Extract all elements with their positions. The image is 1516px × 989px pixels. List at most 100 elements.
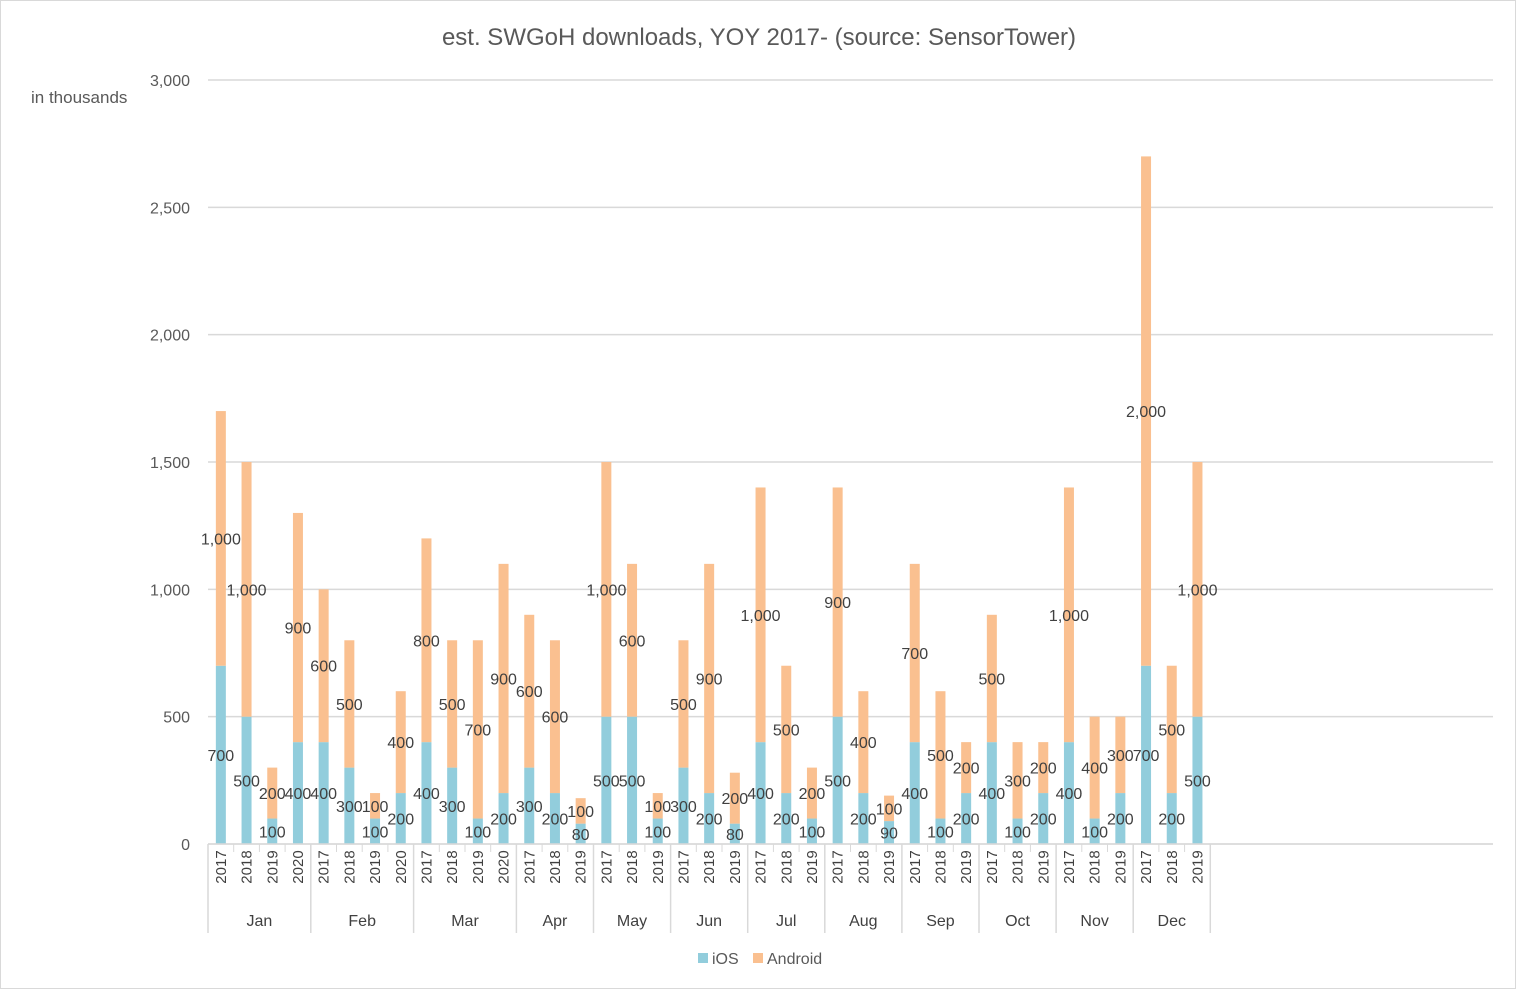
- data-label-android: 900: [490, 671, 517, 688]
- x-tick-year-label: 2018: [1164, 850, 1181, 883]
- x-tick-year-label: 2018: [341, 850, 358, 883]
- bar-ios: [755, 742, 766, 844]
- x-tick-year-label: 2019: [650, 850, 667, 883]
- bar-ios: [909, 742, 920, 844]
- legend-ios-swatch: [698, 953, 708, 963]
- data-label-ios: 200: [1030, 812, 1057, 829]
- bar-android: [627, 563, 638, 717]
- data-label-ios: 200: [953, 812, 980, 829]
- data-label-android: 100: [644, 799, 671, 816]
- bar-android: [1166, 665, 1177, 794]
- x-tick-year-label: 2017: [1138, 850, 1155, 883]
- bar-android: [1141, 156, 1152, 666]
- x-tick-year-label: 2019: [367, 850, 384, 883]
- data-label-ios: 100: [644, 824, 671, 841]
- data-label-ios: 400: [747, 786, 774, 803]
- x-tick-month-label: Apr: [542, 913, 568, 930]
- x-tick-year-label: 2017: [598, 850, 615, 883]
- x-tick-year-label: 2017: [830, 850, 847, 883]
- x-tick-year-label: 2018: [547, 850, 564, 883]
- bar-ios: [858, 793, 869, 844]
- bar-ios: [370, 818, 381, 844]
- data-label-android: 200: [953, 761, 980, 778]
- x-tick-month-label: Feb: [348, 913, 376, 930]
- x-tick-year-label: 2017: [213, 850, 230, 883]
- x-tick-year-label: 2019: [1112, 850, 1129, 883]
- x-tick-year-label: 2020: [393, 850, 410, 883]
- data-label-ios: 200: [542, 812, 569, 829]
- data-label-android: 600: [516, 684, 543, 701]
- data-label-ios: 400: [1056, 786, 1083, 803]
- bar-ios: [421, 742, 432, 844]
- bar-android: [1115, 716, 1126, 794]
- y-tick-label: 3,000: [150, 73, 190, 90]
- x-tick-month-label: Jul: [776, 913, 796, 930]
- x-tick-year-label: 2017: [521, 850, 538, 883]
- data-label-android: 300: [1004, 773, 1031, 790]
- bar-ios: [806, 818, 817, 844]
- bar-android: [678, 640, 689, 768]
- bar-ios: [575, 823, 586, 844]
- data-label-android: 100: [362, 799, 389, 816]
- x-tick-year-label: 2020: [496, 850, 513, 883]
- x-tick-year-label: 2018: [1010, 850, 1027, 883]
- bar-android: [318, 589, 329, 743]
- data-label-ios: 200: [1158, 812, 1185, 829]
- bar-android: [447, 640, 458, 768]
- data-label-android: 2,000: [1126, 404, 1166, 421]
- x-tick-year-label: 2017: [1061, 850, 1078, 883]
- bar-android: [858, 691, 869, 794]
- bar-ios: [1038, 793, 1049, 844]
- data-label-android: 800: [413, 633, 440, 650]
- data-label-android: 500: [670, 697, 697, 714]
- x-tick-year-label: 2019: [573, 850, 590, 883]
- data-label-android: 300: [1107, 748, 1134, 765]
- bar-android: [1012, 742, 1023, 819]
- bar-ios: [549, 793, 560, 844]
- bar-ios: [472, 818, 483, 844]
- data-label-android: 1,000: [1049, 608, 1089, 625]
- data-label-ios: 100: [1004, 824, 1031, 841]
- data-label-ios: 400: [310, 786, 337, 803]
- bar-android: [292, 512, 303, 743]
- data-label-android: 200: [1030, 761, 1057, 778]
- x-tick-year-label: 2019: [804, 850, 821, 883]
- bar-android: [344, 640, 355, 768]
- data-label-ios: 400: [413, 786, 440, 803]
- data-label-ios: 200: [1107, 812, 1134, 829]
- bar-ios: [318, 742, 329, 844]
- x-tick-month-label: Aug: [849, 913, 877, 930]
- bar-android: [1089, 716, 1100, 819]
- bar-ios: [935, 818, 946, 844]
- bar-android: [781, 665, 792, 794]
- bar-ios: [1141, 665, 1152, 844]
- data-label-ios: 100: [927, 824, 954, 841]
- bar-ios: [781, 793, 792, 844]
- x-tick-month-label: Jun: [696, 913, 722, 930]
- bar-android: [267, 767, 278, 819]
- legend-ios-label: iOS: [712, 951, 739, 968]
- bar-ios: [241, 716, 252, 844]
- bar-ios: [1192, 716, 1203, 844]
- x-tick-year-label: 2018: [239, 850, 256, 883]
- data-label-ios: 100: [362, 824, 389, 841]
- bar-ios: [1063, 742, 1074, 844]
- bar-android: [806, 767, 817, 819]
- bar-android: [909, 563, 920, 743]
- x-tick-year-label: 2018: [444, 850, 461, 883]
- chart-title: est. SWGoH downloads, YOY 2017- (source:…: [442, 24, 1076, 51]
- bars: [215, 156, 1203, 844]
- data-label-ios: 500: [824, 773, 851, 790]
- legend-android-swatch: [753, 953, 763, 963]
- bar-ios: [961, 793, 972, 844]
- bar-ios: [884, 821, 895, 844]
- data-label-android: 500: [336, 697, 363, 714]
- bar-ios: [395, 793, 406, 844]
- bar-ios: [215, 665, 226, 844]
- data-label-android: 1,000: [586, 582, 626, 599]
- y-tick-label: 0: [181, 837, 190, 854]
- data-labels: 7001,0005001,000100200400900400600300500…: [201, 404, 1218, 844]
- x-tick-year-label: 2019: [881, 850, 898, 883]
- data-label-android: 100: [876, 801, 903, 818]
